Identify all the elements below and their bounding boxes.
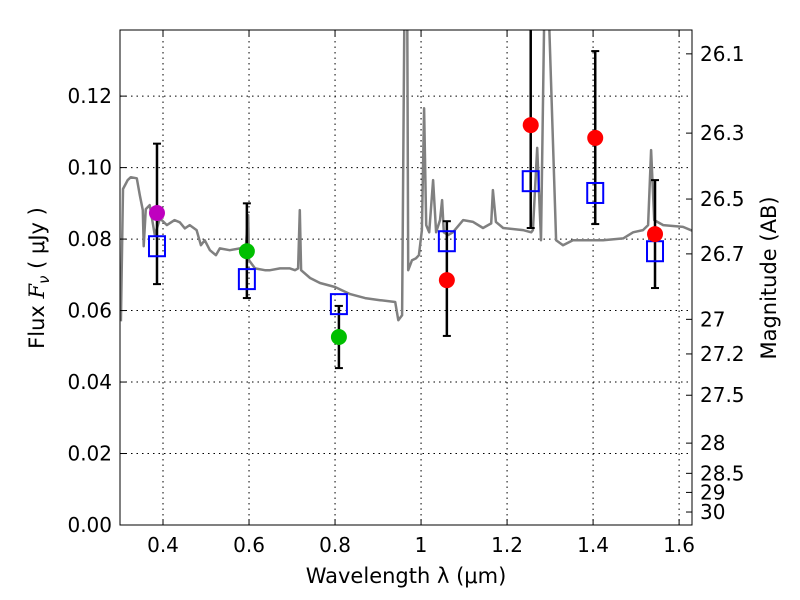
observed-flux-point <box>647 226 664 243</box>
observed-flux-point <box>238 243 255 260</box>
y-axis-label: Flux Fν ( μJy ) <box>25 207 53 349</box>
y2-tick-label: 27 <box>700 307 725 331</box>
y2-axis-label: Magnitude (AB) <box>757 196 781 359</box>
y-tick-label: 0.12 <box>67 84 112 108</box>
y2-tick-label: 26.1 <box>700 42 745 66</box>
observed-flux-point <box>587 129 604 146</box>
x-tick-label: 1.4 <box>577 533 609 557</box>
model-photometry-square <box>237 268 256 291</box>
model-photometry-square <box>329 293 348 316</box>
model-photometry-square <box>521 170 540 193</box>
y2-tick-label: 26.7 <box>700 242 745 266</box>
y-tick-label: 0.10 <box>67 156 112 180</box>
x-tick-label: 1.2 <box>491 533 523 557</box>
x-tick-label: 1 <box>415 533 428 557</box>
y-tick-label: 0.04 <box>67 370 112 394</box>
y2-tick-label: 30 <box>700 500 725 524</box>
observed-flux-point <box>522 117 539 134</box>
y-tick-label: 0.00 <box>67 513 112 537</box>
model-photometry-square <box>437 230 456 253</box>
y-tick-label: 0.06 <box>67 299 112 323</box>
model-photometry-square <box>147 235 166 258</box>
x-axis-label: Wavelength λ (μm) <box>306 564 507 588</box>
x-tick-label: 0.8 <box>319 533 351 557</box>
x-tick-label: 1.6 <box>663 533 695 557</box>
y2-tick-label: 26.3 <box>700 121 745 145</box>
x-tick-label: 0.4 <box>147 533 179 557</box>
y2-tick-label: 28.5 <box>700 461 745 485</box>
y-tick-label: 0.02 <box>67 442 112 466</box>
model-spectrum-line <box>120 30 692 322</box>
y2-tick-label: 28 <box>700 431 725 455</box>
y2-tick-label: 27.2 <box>700 342 745 366</box>
observed-flux-point <box>148 204 165 221</box>
y-tick-label: 0.08 <box>67 227 112 251</box>
observed-flux-point <box>330 329 347 346</box>
grid <box>120 30 692 526</box>
y2-tick-label: 27.5 <box>700 383 745 407</box>
observed-flux-point <box>438 272 455 289</box>
ticks: 0.4 0.6 0.8 1 1.2 1.4 1.6 0.00 0.02 0.04 0.06 0.08 0… <box>67 30 745 557</box>
plot-frame <box>119 29 693 526</box>
x-tick-label: 0.6 <box>233 533 265 557</box>
y2-tick-label: 26.5 <box>700 187 745 211</box>
data-marks <box>147 30 665 370</box>
model-photometry-square <box>586 181 605 204</box>
y2-tick-label: 29 <box>700 480 725 504</box>
